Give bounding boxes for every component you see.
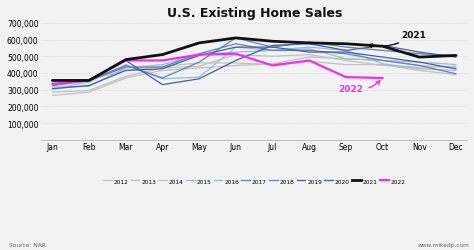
Text: 2022: 2022 — [338, 81, 380, 94]
Legend: 2012, 2013, 2014, 2015, 2016, 2017, 2018, 2019, 2020, 2021, 2022: 2012, 2013, 2014, 2015, 2016, 2017, 2018… — [100, 176, 408, 186]
Text: 2021: 2021 — [368, 31, 426, 48]
Text: www.mikedp.com: www.mikedp.com — [418, 242, 469, 248]
Text: Source: NAR: Source: NAR — [9, 242, 46, 248]
Title: U.S. Existing Home Sales: U.S. Existing Home Sales — [166, 7, 342, 20]
